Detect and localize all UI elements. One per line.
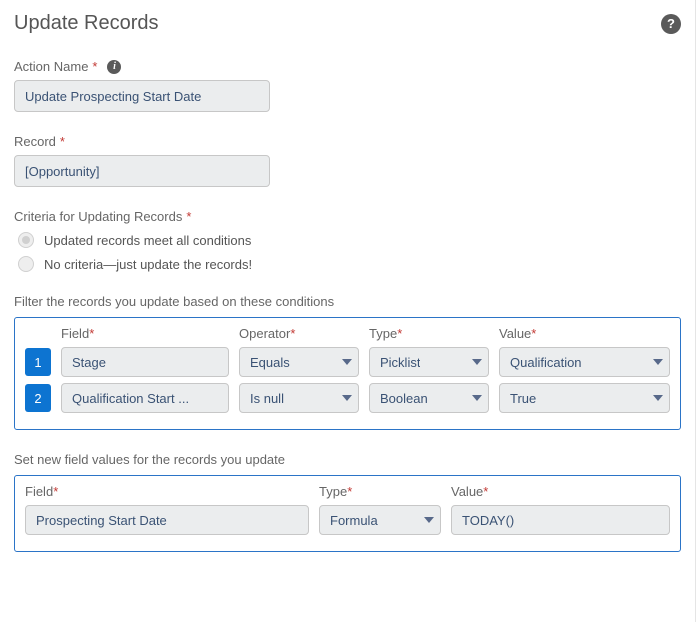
setvalues-type-select[interactable]: Formula bbox=[319, 505, 441, 535]
required-asterisk: * bbox=[186, 209, 191, 224]
criteria-option-none[interactable]: No criteria—just update the records! bbox=[18, 256, 681, 272]
filter-row: 1 Stage Equals Picklist Qualification bbox=[25, 347, 670, 377]
chevron-down-icon bbox=[424, 517, 434, 523]
required-asterisk: * bbox=[92, 59, 97, 74]
criteria-block: Criteria for Updating Records * Updated … bbox=[14, 209, 681, 272]
radio-icon bbox=[18, 232, 34, 248]
filter-header-field: Field* bbox=[61, 326, 229, 341]
setvalues-field-input[interactable]: Prospecting Start Date bbox=[25, 505, 309, 535]
setvalues-section-label: Set new field values for the records you… bbox=[14, 452, 681, 467]
action-name-label: Action Name * i bbox=[14, 59, 681, 74]
filter-value-select[interactable]: Qualification bbox=[499, 347, 670, 377]
setvalues-row: Prospecting Start Date Formula TODAY() bbox=[25, 505, 670, 535]
chevron-down-icon bbox=[342, 395, 352, 401]
record-label-text: Record bbox=[14, 134, 56, 149]
setvalues-header-row: Field* Type* Value* bbox=[25, 484, 670, 499]
filter-value-select[interactable]: True bbox=[499, 383, 670, 413]
filter-field-input[interactable]: Qualification Start ... bbox=[61, 383, 229, 413]
action-name-label-text: Action Name bbox=[14, 59, 88, 74]
filter-operator-select[interactable]: Is null bbox=[239, 383, 359, 413]
required-asterisk: * bbox=[60, 134, 65, 149]
radio-icon bbox=[18, 256, 34, 272]
chevron-down-icon bbox=[342, 359, 352, 365]
row-number-badge: 1 bbox=[25, 348, 51, 376]
filter-header-operator: Operator* bbox=[239, 326, 359, 341]
chevron-down-icon bbox=[472, 395, 482, 401]
criteria-label: Criteria for Updating Records * bbox=[14, 209, 681, 224]
filter-operator-select[interactable]: Equals bbox=[239, 347, 359, 377]
filter-type-select[interactable]: Picklist bbox=[369, 347, 489, 377]
record-block: Record * bbox=[14, 134, 681, 187]
criteria-label-text: Criteria for Updating Records bbox=[14, 209, 182, 224]
filter-type-select[interactable]: Boolean bbox=[369, 383, 489, 413]
filter-box: Field* Operator* Type* Value* 1 Stage Eq… bbox=[14, 317, 681, 430]
setvalues-value-input[interactable]: TODAY() bbox=[451, 505, 670, 535]
setvalues-header-value: Value* bbox=[451, 484, 670, 499]
panel-title: Update Records bbox=[14, 12, 159, 35]
chevron-down-icon bbox=[653, 395, 663, 401]
update-records-panel: Update Records ? Action Name * i Record … bbox=[0, 0, 696, 622]
chevron-down-icon bbox=[653, 359, 663, 365]
info-icon[interactable]: i bbox=[107, 60, 121, 74]
record-input[interactable] bbox=[14, 155, 270, 187]
chevron-down-icon bbox=[472, 359, 482, 365]
criteria-option-all[interactable]: Updated records meet all conditions bbox=[18, 232, 681, 248]
setvalues-block: Set new field values for the records you… bbox=[14, 452, 681, 552]
filter-section-label: Filter the records you update based on t… bbox=[14, 294, 681, 309]
filter-row: 2 Qualification Start ... Is null Boolea… bbox=[25, 383, 670, 413]
panel-header: Update Records ? bbox=[14, 12, 681, 35]
action-name-input[interactable] bbox=[14, 80, 270, 112]
setvalues-header-type: Type* bbox=[319, 484, 441, 499]
filter-header-type: Type* bbox=[369, 326, 489, 341]
filter-header-row: Field* Operator* Type* Value* bbox=[25, 326, 670, 341]
row-number-badge: 2 bbox=[25, 384, 51, 412]
criteria-option-label: Updated records meet all conditions bbox=[44, 233, 251, 248]
criteria-option-label: No criteria—just update the records! bbox=[44, 257, 252, 272]
filter-header-value: Value* bbox=[499, 326, 670, 341]
action-name-block: Action Name * i bbox=[14, 59, 681, 112]
help-icon[interactable]: ? bbox=[661, 14, 681, 34]
filter-block: Filter the records you update based on t… bbox=[14, 294, 681, 430]
filter-field-input[interactable]: Stage bbox=[61, 347, 229, 377]
setvalues-box: Field* Type* Value* Prospecting Start Da… bbox=[14, 475, 681, 552]
setvalues-header-field: Field* bbox=[25, 484, 309, 499]
record-label: Record * bbox=[14, 134, 681, 149]
